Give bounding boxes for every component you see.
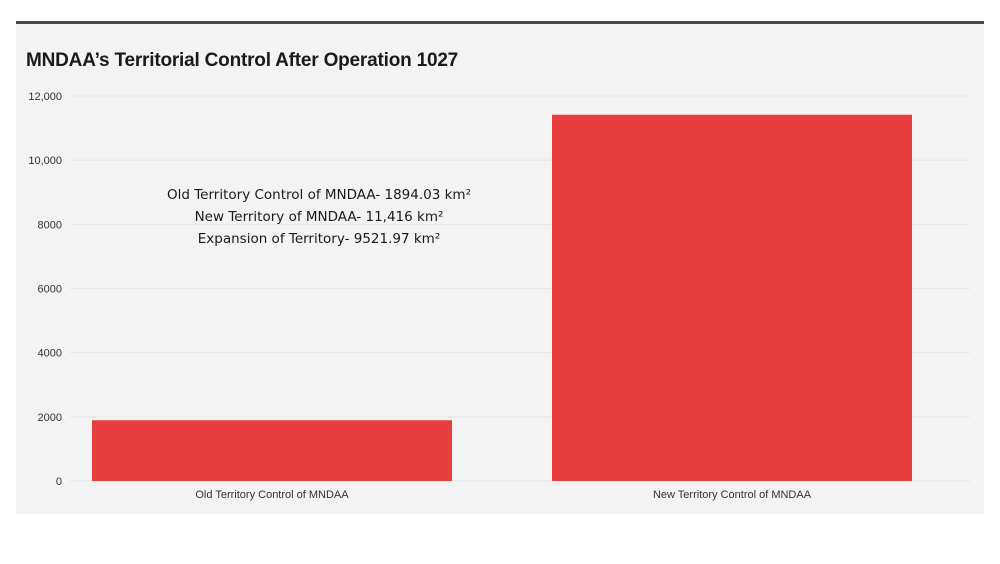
x-category-label: Old Territory Control of MNDAA xyxy=(195,489,349,501)
top-rule xyxy=(16,21,984,24)
y-tick-label: 0 xyxy=(56,476,62,488)
y-tick-label: 8000 xyxy=(38,219,62,231)
bar-old-territory xyxy=(92,420,452,481)
y-tick-label: 10,000 xyxy=(28,155,62,167)
bar-new-territory xyxy=(552,114,912,481)
x-axis-categories: Old Territory Control of MNDAA New Territ… xyxy=(195,489,811,501)
y-tick-label: 4000 xyxy=(38,348,62,360)
y-tick-label: 2000 xyxy=(38,412,62,424)
annotation-line: Old Territory Control of MNDAA- 1894.03 … xyxy=(167,187,471,203)
annotation-block: Old Territory Control of MNDAA- 1894.03 … xyxy=(167,187,471,247)
bars xyxy=(92,114,912,481)
y-tick-label: 12,000 xyxy=(28,91,62,103)
annotation-line: Expansion of Territory- 9521.97 km² xyxy=(198,231,441,247)
chart-title: MNDAA’s Territorial Control After Operat… xyxy=(26,50,459,71)
x-category-label: New Territory Control of MNDAA xyxy=(653,489,812,501)
y-tick-label: 6000 xyxy=(38,284,62,296)
annotation-line: New Territory of MNDAA- 11,416 km² xyxy=(195,209,444,225)
y-axis-ticks: 0 2000 4000 6000 8000 10,000 12,000 xyxy=(28,91,62,488)
